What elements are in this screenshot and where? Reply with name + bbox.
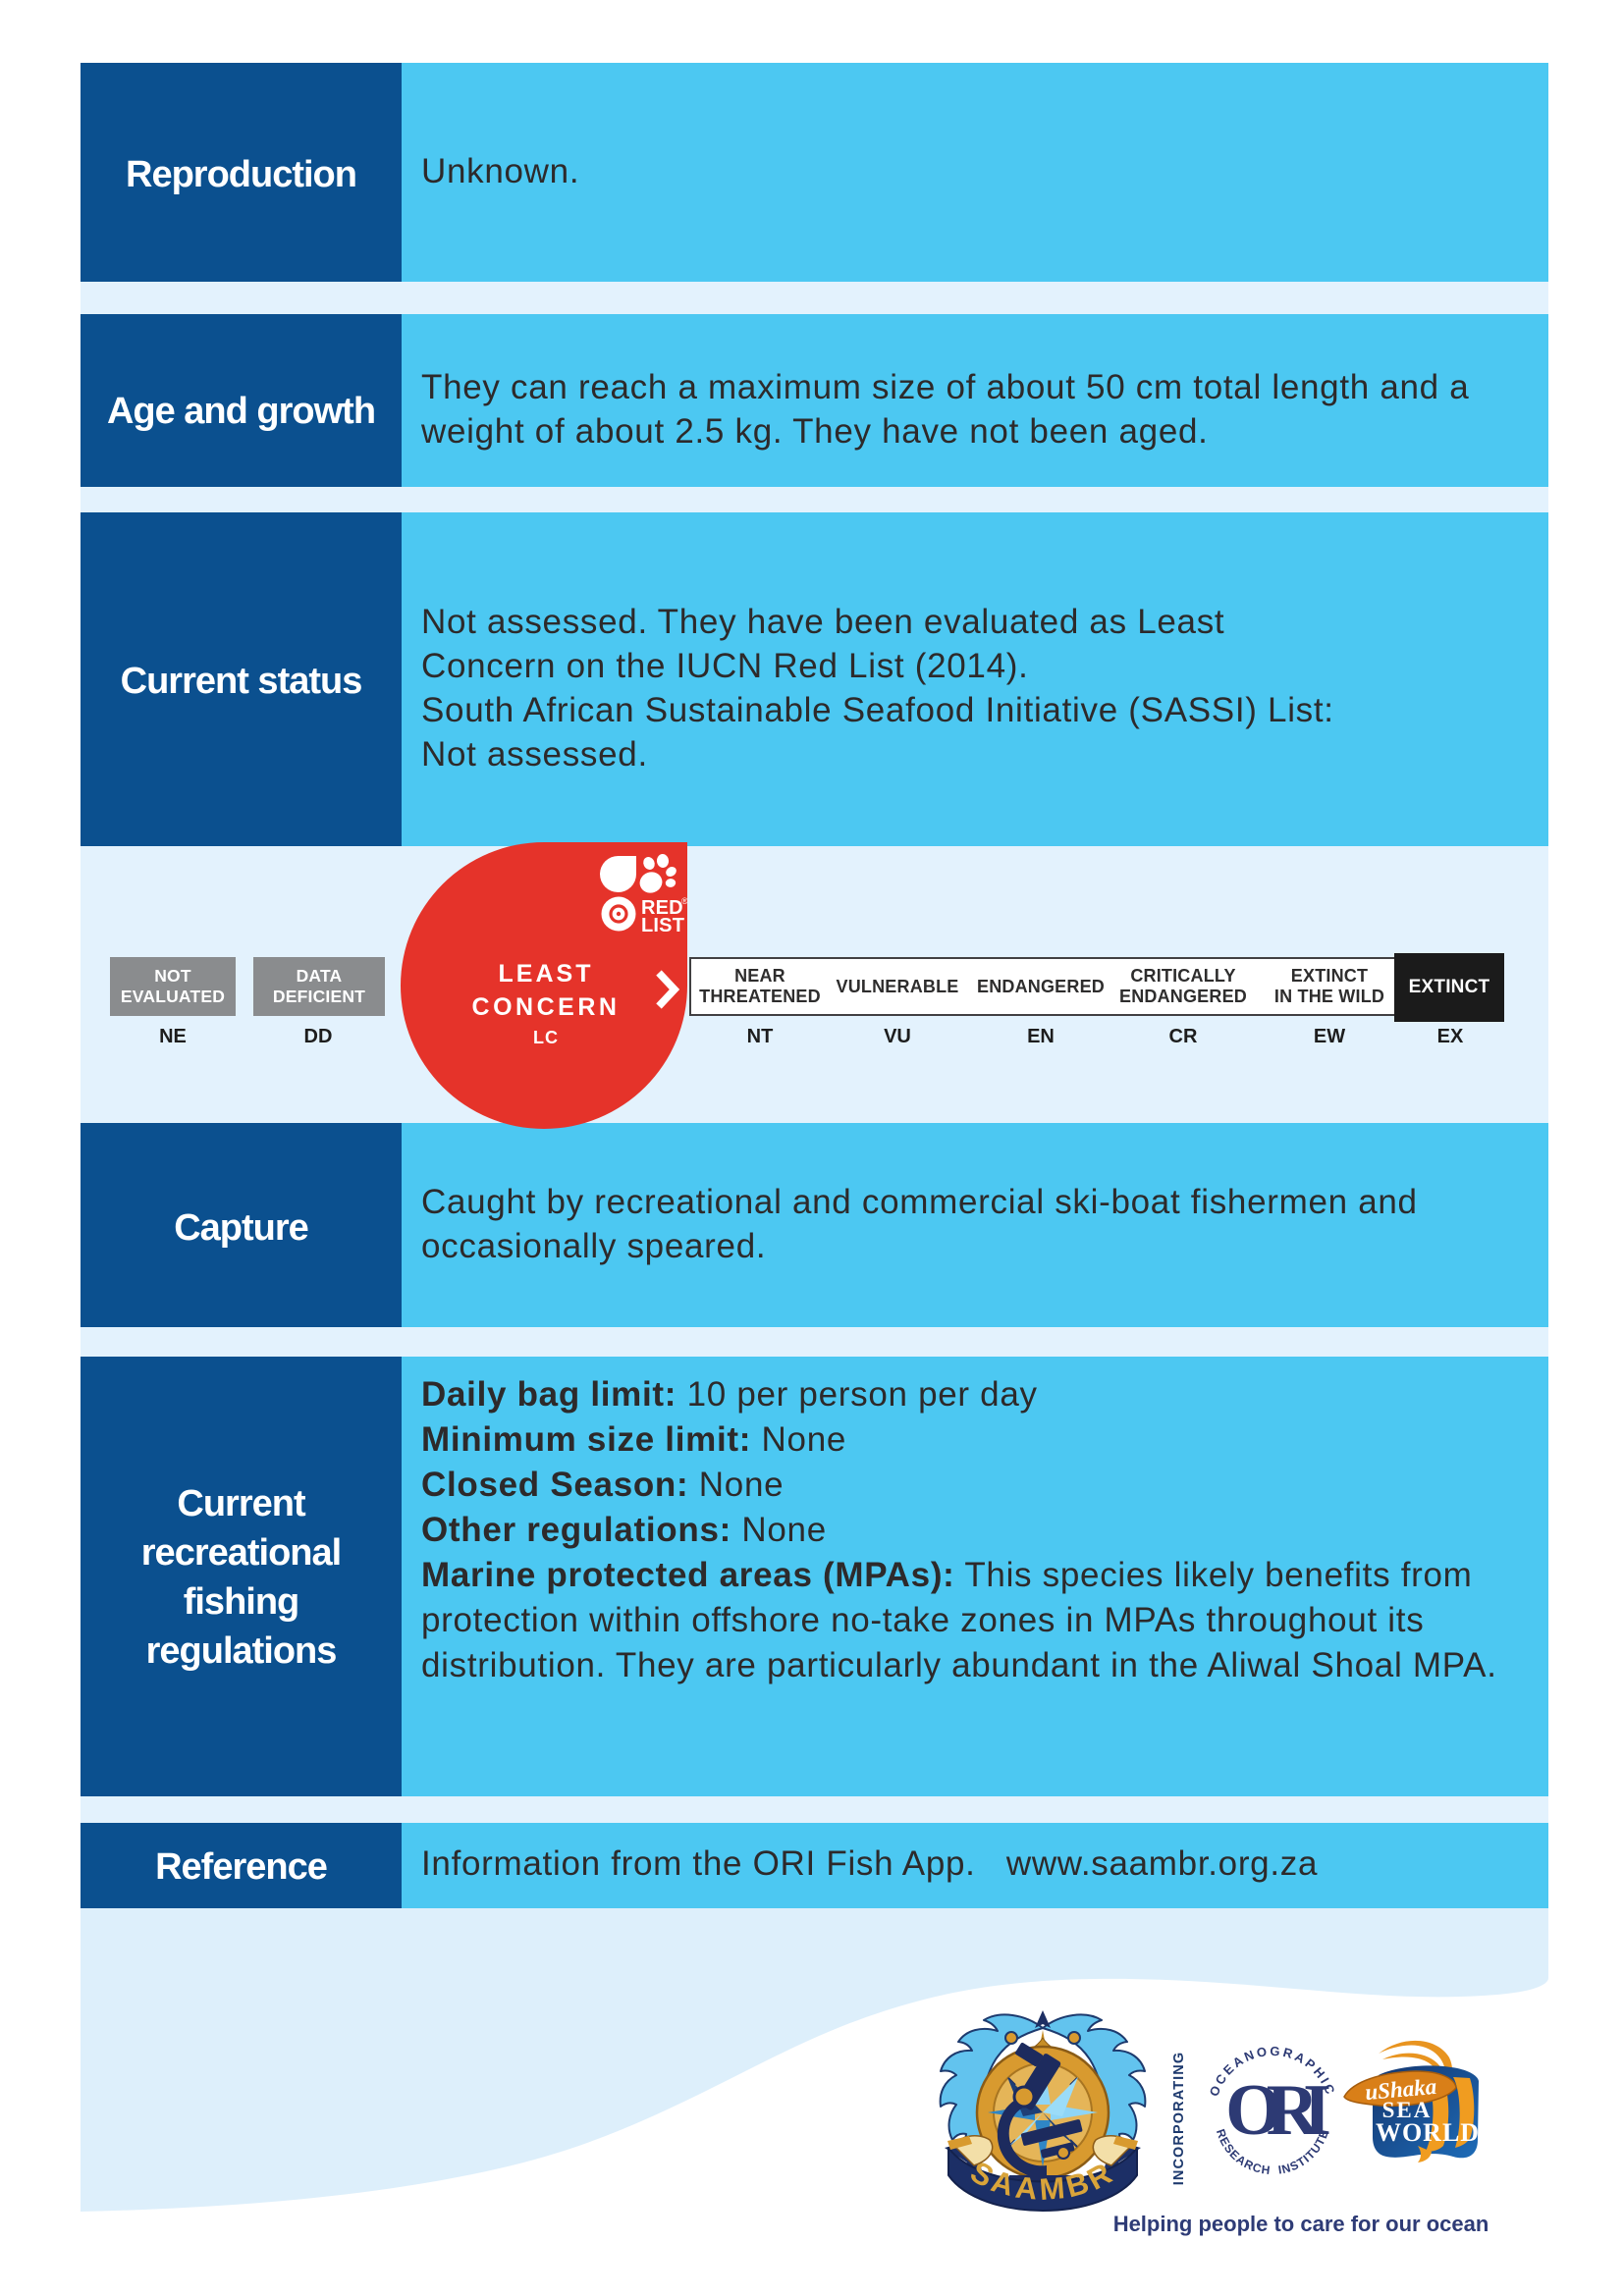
svg-text:SEA: SEA	[1382, 2098, 1433, 2122]
svg-text:CONCERN: CONCERN	[472, 993, 621, 1021]
svg-text:LIST: LIST	[641, 915, 684, 936]
svg-text:®: ®	[681, 896, 688, 906]
svg-text:LEAST: LEAST	[499, 960, 594, 988]
svg-text:WORLD: WORLD	[1376, 2118, 1480, 2147]
svg-text:LC: LC	[533, 1028, 559, 1047]
svg-text:ORI: ORI	[1225, 2070, 1329, 2151]
svg-text:Helping people to care for our: Helping people to care for our ocean	[1113, 2212, 1489, 2236]
svg-text:INCORPORATING: INCORPORATING	[1171, 2052, 1187, 2185]
svg-text:RED: RED	[641, 897, 683, 919]
